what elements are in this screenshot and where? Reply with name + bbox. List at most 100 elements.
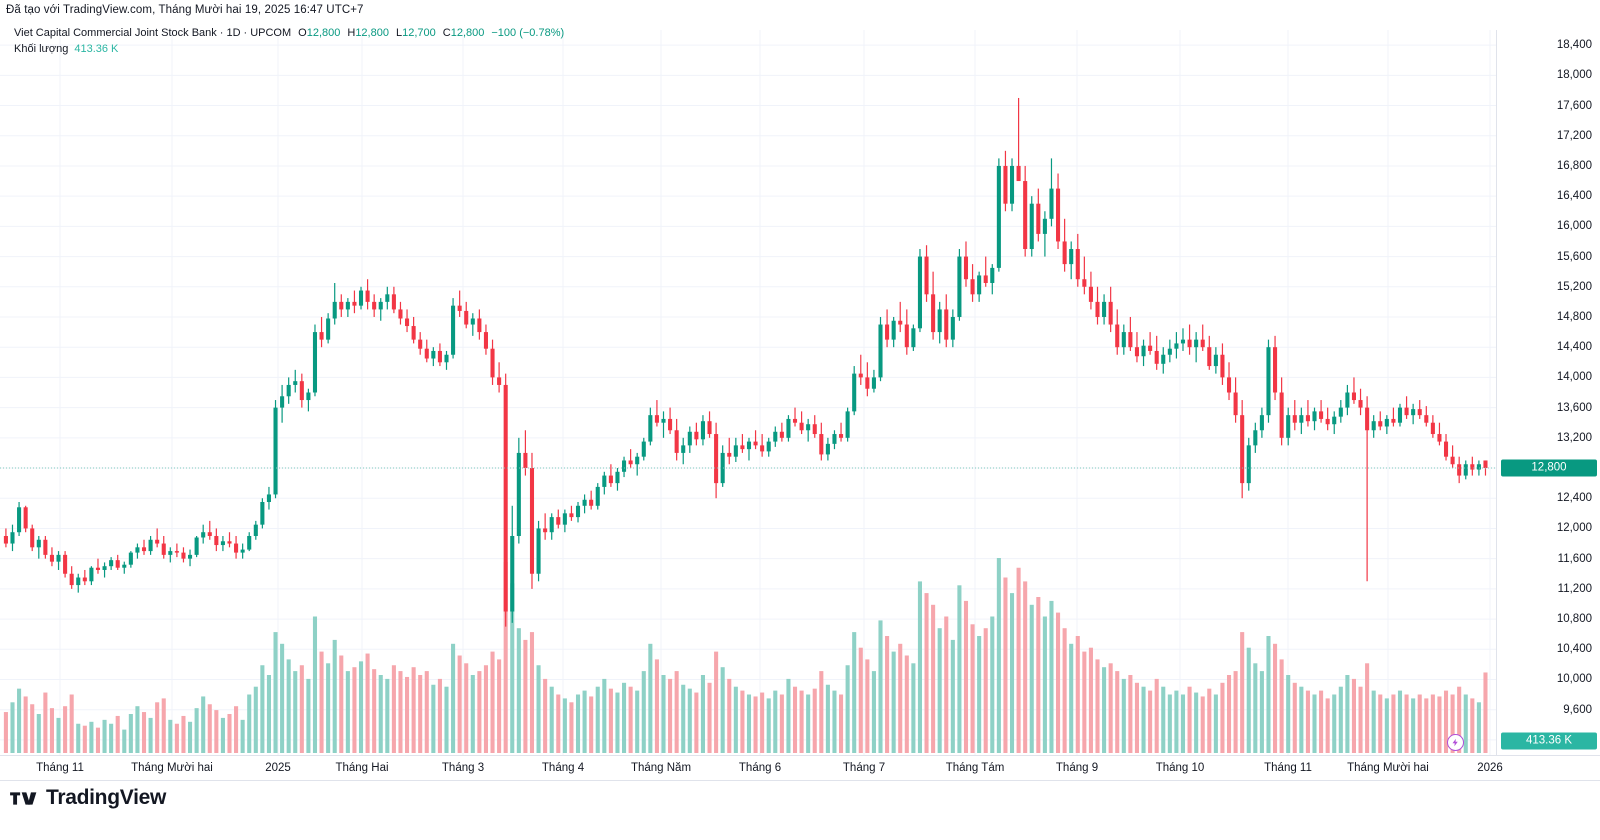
volume-bar [1049, 600, 1054, 753]
volume-bar [194, 708, 199, 753]
candle-body [733, 445, 738, 457]
candle-body [950, 316, 955, 340]
volume-bar [10, 702, 15, 753]
price-axis[interactable]: 18,400 18,000 17,600 17,200 16,800 16,400 16,0… [1496, 30, 1600, 755]
candle-body [1292, 415, 1297, 423]
volume-bar [1200, 696, 1205, 753]
candle-body [720, 452, 725, 484]
candle-body [1016, 165, 1021, 182]
price-tick-label: 18,000 [1556, 69, 1592, 82]
volume-bar [700, 675, 705, 753]
candle-body [648, 415, 653, 442]
candle-body [1338, 407, 1343, 417]
lightning-bolt-icon[interactable] [1447, 734, 1464, 751]
volume-bar [529, 632, 535, 753]
volume-bar [1450, 694, 1455, 753]
volume-bar [523, 639, 528, 753]
volume-bar [470, 675, 475, 753]
volume-bar [1161, 686, 1166, 753]
volume-bar [641, 671, 646, 753]
candle-body [398, 309, 403, 319]
time-axis[interactable]: Tháng 11 Tháng Mười hai 2025 Tháng Hai Tháng… [0, 755, 1600, 781]
volume-bar [549, 686, 554, 753]
candle-body [234, 543, 239, 553]
volume-bar [490, 651, 495, 753]
volume-bar [983, 628, 988, 753]
candle-body [996, 165, 1001, 268]
candle-body [983, 275, 988, 283]
candle-body [503, 384, 508, 612]
candle-body [280, 396, 285, 408]
volume-bar [405, 676, 410, 753]
legend-close-value: 12,800 [450, 27, 485, 39]
candle-body [1384, 418, 1389, 427]
candle-body [358, 290, 364, 306]
candle-body [1437, 434, 1442, 442]
candle-body [543, 528, 548, 533]
candle-body [1095, 301, 1100, 317]
candle-body [904, 324, 909, 348]
candle-body [1148, 345, 1153, 351]
volume-bar [963, 600, 969, 753]
candle-body [556, 517, 561, 525]
volume-bar [1056, 612, 1061, 753]
volume-bar [871, 671, 876, 753]
legend-volume-row[interactable]: Khối lượng 413.36 K [14, 42, 564, 57]
volume-bar [76, 723, 81, 753]
candle-body [654, 415, 659, 423]
volume-bar [214, 710, 219, 753]
candle-body [207, 532, 212, 536]
candle-body [694, 431, 699, 440]
volume-bar [30, 704, 35, 753]
volume-bar [260, 665, 265, 753]
candle-body [30, 528, 35, 548]
volume-bar [332, 639, 337, 753]
bolt-glyph [1452, 738, 1458, 747]
candle-body [1351, 392, 1357, 401]
volume-bar [168, 719, 173, 753]
legend-symbol-row[interactable]: Viet Capital Commercial Joint Stock Bank… [14, 26, 564, 41]
candle-body [1266, 347, 1271, 416]
time-tick-label: Tháng 4 [541, 762, 585, 774]
volume-bar [1404, 694, 1409, 753]
candle-body [582, 499, 587, 506]
legend-interval[interactable]: 1D [226, 27, 241, 39]
candlestick-svg[interactable] [0, 30, 1496, 755]
chart-plot-area[interactable] [0, 30, 1496, 755]
volume-bar [17, 688, 22, 753]
candle-body [1056, 188, 1061, 242]
volume-bar [1016, 567, 1021, 753]
volume-bar [773, 690, 778, 753]
volume-bar [937, 628, 942, 753]
price-tick-label: 9,600 [1563, 703, 1592, 716]
volume-bar [49, 708, 54, 753]
volume-bar [345, 671, 350, 753]
candle-body [82, 577, 87, 582]
candle-body [424, 348, 429, 359]
candle-body [1226, 377, 1232, 393]
volume-bar [1430, 694, 1435, 753]
last-volume-badge[interactable]: 413.36 K [1501, 732, 1597, 750]
candle-body [766, 441, 771, 452]
candle-body [523, 452, 528, 469]
volume-bar [286, 659, 291, 753]
candle-body [1009, 165, 1015, 204]
volume-bar [865, 659, 870, 753]
volume-bar [95, 727, 101, 753]
candle-body [1299, 415, 1304, 423]
candle-body [1345, 392, 1350, 408]
created-with-caption: Đã tạo với TradingView.com, Tháng Mười h… [6, 4, 364, 16]
volume-bar [1397, 690, 1403, 753]
volume-bar [885, 636, 890, 753]
candle-body [1049, 188, 1054, 219]
volume-bar [924, 593, 929, 753]
candle-body [779, 431, 784, 438]
candle-body [1457, 464, 1462, 476]
legend-symbol-name[interactable]: Viet Capital Commercial Joint Stock Bank [14, 27, 217, 39]
volume-bar [628, 686, 633, 753]
candle-body [1483, 460, 1488, 469]
last-price-badge[interactable]: 12,800 [1501, 459, 1597, 477]
volume-bar [1411, 698, 1416, 753]
candle-body [464, 310, 469, 325]
volume-bar [503, 561, 508, 753]
